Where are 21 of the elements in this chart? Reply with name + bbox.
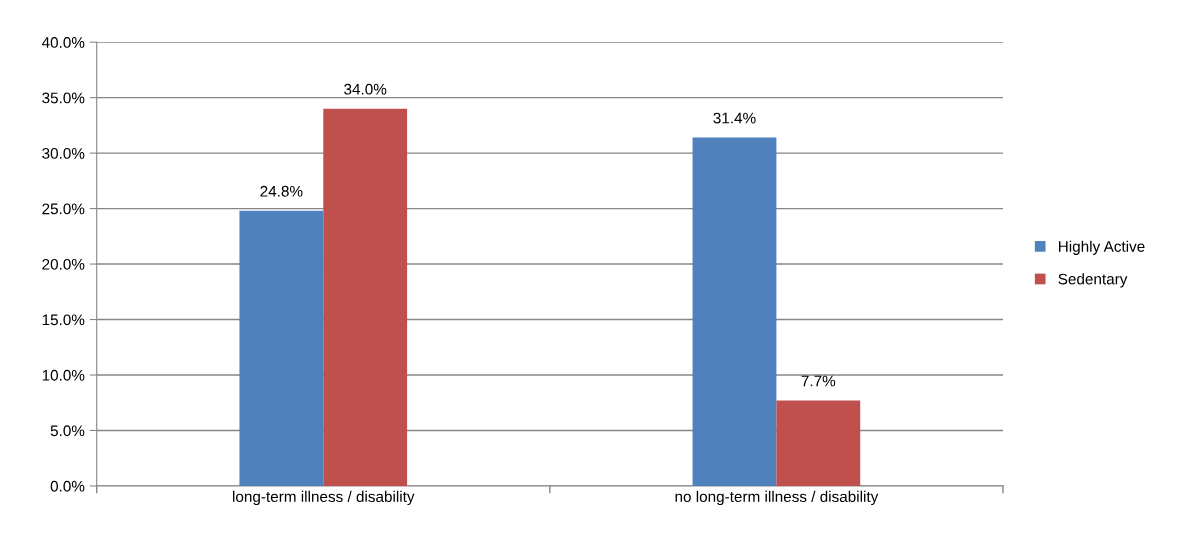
x-tick-label: long-term illness / disability <box>233 490 415 506</box>
bar <box>239 210 324 486</box>
legend-label: Sedentary <box>1058 273 1128 288</box>
y-tick-label: 20.0% <box>42 258 85 270</box>
y-tick-label: 10.0% <box>42 369 85 381</box>
data-label: 34.0% <box>344 83 387 95</box>
legend-label: Highly Active <box>1059 240 1145 255</box>
y-tick-label: 30.0% <box>42 147 85 159</box>
x-tick-label: no long-term illness / disability <box>675 490 879 506</box>
y-tick-label: 35.0% <box>42 92 85 104</box>
y-tick-label: 0.0% <box>50 480 85 492</box>
y-tick-label: 25.0% <box>42 203 85 215</box>
bar <box>692 137 777 486</box>
data-label: 24.8% <box>260 185 303 197</box>
data-label: 31.4% <box>713 112 756 124</box>
data-label: 7.7% <box>801 375 836 387</box>
y-tick-label: 15.0% <box>42 314 85 326</box>
bar <box>323 108 408 486</box>
y-tick-label: 5.0% <box>50 425 85 437</box>
bar <box>776 400 861 486</box>
y-tick-label: 40.0% <box>41 37 85 48</box>
